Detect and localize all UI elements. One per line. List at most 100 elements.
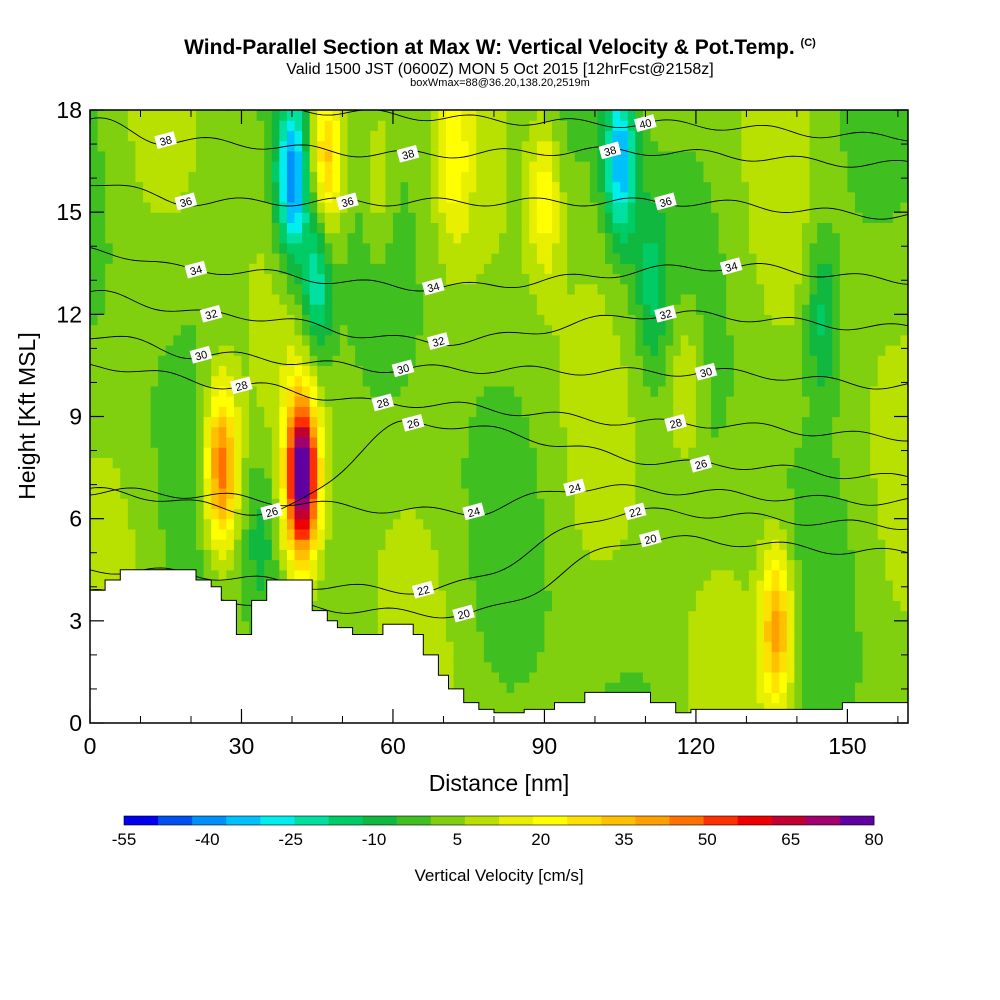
velocity-cell	[127, 201, 137, 213]
velocity-cell	[294, 242, 303, 254]
velocity-cell	[650, 324, 659, 336]
velocity-cell	[597, 610, 606, 622]
velocity-cell	[574, 365, 583, 377]
velocity-cell	[347, 334, 356, 346]
velocity-cell	[680, 620, 689, 632]
velocity-cell	[127, 150, 137, 162]
velocity-cell	[483, 396, 493, 407]
velocity-cell	[582, 242, 591, 254]
velocity-cell	[491, 344, 500, 356]
velocity-cell	[150, 253, 159, 264]
velocity-cell	[665, 130, 674, 142]
velocity-cell	[711, 426, 720, 438]
velocity-cell	[514, 406, 523, 418]
velocity-cell	[339, 600, 349, 612]
velocity-cell	[567, 334, 576, 346]
velocity-cell	[324, 508, 333, 520]
velocity-cell	[370, 579, 379, 591]
velocity-cell	[552, 436, 561, 448]
velocity-cell	[173, 396, 182, 407]
velocity-cell	[211, 314, 220, 326]
velocity-cell	[211, 253, 220, 264]
velocity-cell	[188, 406, 197, 418]
velocity-cell	[680, 314, 689, 326]
velocity-cell	[521, 498, 530, 510]
velocity-cell	[536, 355, 546, 367]
velocity-cell	[370, 498, 379, 510]
velocity-cell	[377, 539, 386, 550]
velocity-cell	[143, 426, 152, 438]
velocity-cell	[468, 396, 477, 407]
velocity-cell	[196, 283, 205, 295]
velocity-cell	[370, 273, 379, 285]
velocity-cell	[650, 191, 659, 203]
velocity-cell	[499, 579, 508, 591]
velocity-cell	[241, 477, 250, 489]
velocity-cell	[423, 631, 432, 642]
velocity-cell	[143, 161, 152, 172]
velocity-cell	[688, 375, 697, 387]
velocity-cell	[302, 212, 311, 223]
velocity-cell	[680, 232, 689, 244]
velocity-cell	[415, 232, 424, 244]
velocity-cell	[249, 201, 258, 213]
velocity-cell	[332, 222, 341, 234]
velocity-cell	[642, 579, 652, 591]
velocity-cell	[241, 212, 250, 223]
velocity-cell	[233, 273, 243, 285]
velocity-cell	[226, 293, 235, 305]
velocity-cell	[589, 283, 599, 295]
velocity-cell	[408, 314, 417, 326]
velocity-cell	[188, 110, 197, 121]
velocity-cell	[680, 161, 689, 172]
velocity-cell	[408, 385, 417, 397]
velocity-cell	[249, 232, 258, 244]
velocity-cell	[347, 242, 356, 254]
velocity-cell	[430, 212, 439, 223]
velocity-cell	[203, 110, 212, 121]
velocity-cell	[605, 293, 614, 305]
velocity-cell	[271, 436, 280, 448]
velocity-cell	[256, 242, 265, 254]
velocity-cell	[256, 569, 265, 581]
velocity-cell	[589, 110, 599, 121]
velocity-cell	[688, 447, 697, 458]
velocity-cell	[574, 120, 583, 132]
velocity-cell	[703, 232, 712, 244]
velocity-cell	[294, 518, 303, 530]
velocity-cell	[302, 426, 311, 438]
velocity-cell	[514, 253, 523, 264]
velocity-cell	[143, 334, 152, 346]
velocity-cell	[165, 467, 174, 479]
velocity-cell	[642, 110, 652, 121]
velocity-cell	[385, 242, 394, 254]
velocity-cell	[90, 406, 99, 418]
velocity-cell	[438, 253, 447, 264]
velocity-cell	[309, 334, 318, 346]
velocity-cell	[711, 130, 720, 142]
velocity-cell	[650, 385, 659, 397]
velocity-cell	[233, 508, 243, 520]
velocity-cell	[483, 212, 493, 223]
velocity-cell	[521, 518, 530, 530]
velocity-cell	[635, 375, 644, 387]
velocity-cell	[711, 201, 720, 213]
velocity-cell	[461, 161, 470, 172]
velocity-cell	[612, 120, 621, 132]
velocity-cell	[521, 457, 530, 469]
velocity-cell	[673, 396, 682, 407]
velocity-cell	[408, 559, 417, 571]
velocity-cell	[294, 447, 303, 458]
velocity-cell	[453, 375, 462, 387]
velocity-cell	[294, 396, 303, 407]
velocity-cell	[514, 263, 523, 275]
velocity-cell	[347, 610, 356, 622]
velocity-cell	[635, 253, 644, 264]
velocity-cell	[627, 181, 636, 193]
velocity-cell	[499, 590, 508, 601]
velocity-cell	[559, 304, 568, 315]
velocity-cell	[105, 385, 114, 397]
velocity-cell	[127, 488, 137, 499]
velocity-cell	[703, 222, 712, 234]
velocity-cell	[218, 590, 227, 601]
